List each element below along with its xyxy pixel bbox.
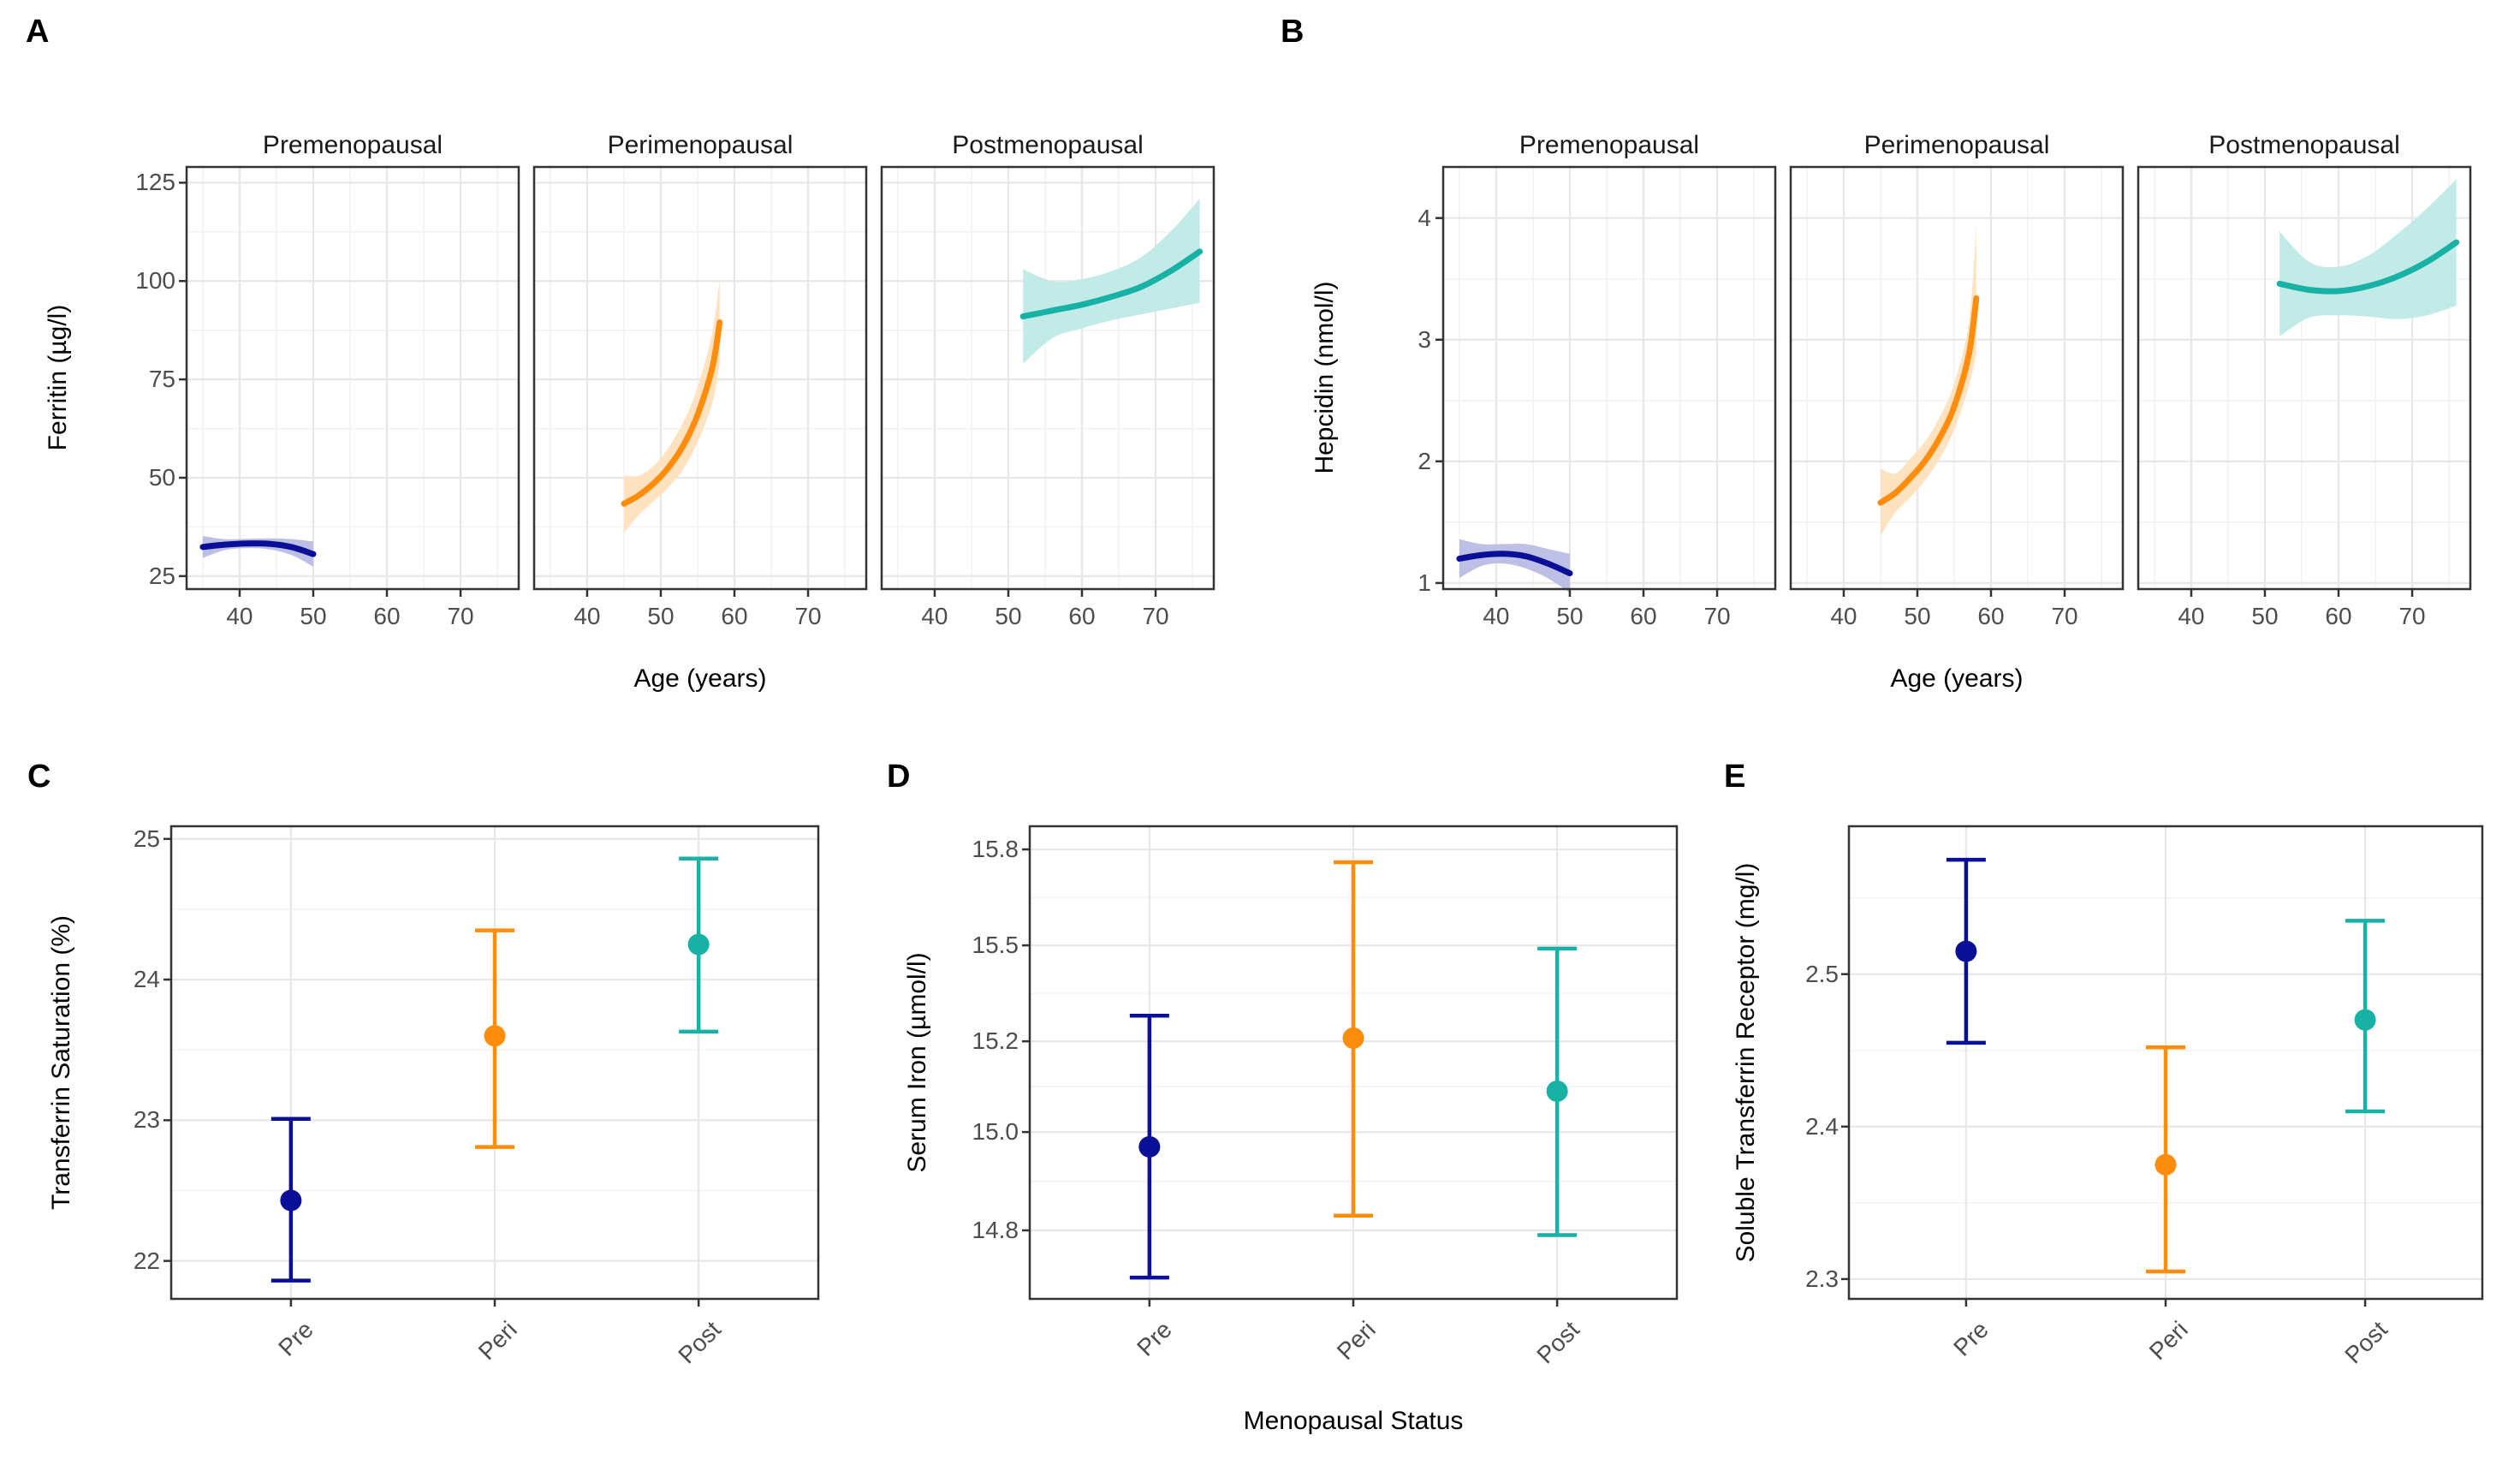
y-axis-title-soluble-transferrin: Soluble Transferrin Receptor (mg/l) xyxy=(1732,862,1760,1263)
x-tick-label-A: 50 xyxy=(647,603,675,629)
y-tick-label-A: 125 xyxy=(135,169,175,196)
smooth-line-pre-B xyxy=(1456,551,1573,577)
x-tick-label-A: 60 xyxy=(1068,603,1096,629)
y-tick-label-A: 25 xyxy=(148,562,175,589)
y-axis-title-serum-iron: Serum Iron (µmol/l) xyxy=(903,952,931,1173)
y-tick-label-D: 15.8 xyxy=(972,836,1019,863)
x-tick-label-B: 50 xyxy=(2251,603,2279,629)
x-tick-label-B: 40 xyxy=(2178,603,2205,629)
panel-label-b: B xyxy=(1281,14,1305,50)
smooth-line-pre-A xyxy=(199,540,317,557)
x-axis-title-age-a: Age (years) xyxy=(633,664,767,693)
y-tick-label-A: 50 xyxy=(148,463,175,491)
y-tick-label-B: 3 xyxy=(1418,325,1431,353)
x-tick-label-B: 40 xyxy=(1483,603,1510,629)
pointrange-E-peri xyxy=(2146,1045,2185,1274)
x-tick-label-A: 40 xyxy=(574,603,601,629)
x-axis-title-age-b: Age (years) xyxy=(1890,664,2024,693)
y-axis-title-hepcidin: Hepcidin (nmol/l) xyxy=(1311,281,1339,474)
smooth-line-peri-A xyxy=(621,319,723,507)
y-tick-label-B: 2 xyxy=(1418,447,1431,474)
pointrange-D-peri xyxy=(1334,860,1373,1218)
pointrange-C-pre xyxy=(270,1117,311,1283)
x-tick-label-A: 40 xyxy=(226,603,253,629)
smooth-line-post-A xyxy=(1019,248,1204,320)
x-tick-label-A: 60 xyxy=(721,603,748,629)
facet-title-a-perimenopausal: Perimenopausal xyxy=(607,131,793,159)
x-tick-label-B: 60 xyxy=(1977,603,2005,629)
x-tick-label-B: 70 xyxy=(2398,603,2426,629)
y-tick-label-D: 15.2 xyxy=(972,1027,1019,1055)
smooth-line-post-B xyxy=(2276,239,2460,295)
panel-E xyxy=(1841,825,2484,1307)
panel-label-a: A xyxy=(26,14,50,50)
x-tick-label-B: 60 xyxy=(1630,603,1657,629)
y-tick-label-B: 4 xyxy=(1418,204,1431,231)
y-tick-label-E: 2.4 xyxy=(1805,1112,1839,1140)
x-axis-title-menopausal-status: Menopausal Status xyxy=(1243,1407,1464,1435)
panel-A xyxy=(179,165,1215,597)
ci-ribbon-peri-B xyxy=(1880,228,1976,536)
y-tick-label-E: 2.5 xyxy=(1805,960,1839,987)
pointrange-C-post xyxy=(679,856,719,1034)
y-tick-label-C: 25 xyxy=(133,825,160,852)
y-tick-label-A: 75 xyxy=(148,366,175,393)
panel-label-d: D xyxy=(887,759,911,795)
y-tick-label-C: 23 xyxy=(133,1106,160,1134)
y-tick-label-D: 15.5 xyxy=(972,932,1019,959)
x-tick-label-A: 70 xyxy=(447,603,474,629)
pointrange-C-peri xyxy=(475,928,514,1149)
y-tick-label-E: 2.3 xyxy=(1805,1265,1839,1292)
x-tick-label-B: 50 xyxy=(1556,603,1584,629)
panel-D xyxy=(1022,825,1679,1307)
smooth-line-peri-B xyxy=(1877,295,1980,506)
x-tick-label-B: 60 xyxy=(2325,603,2352,629)
panel-B xyxy=(1435,165,2472,597)
y-tick-label-D: 14.8 xyxy=(972,1216,1019,1243)
x-tick-label-A: 70 xyxy=(1142,603,1169,629)
x-tick-label-A: 40 xyxy=(921,603,948,629)
ci-ribbon-post-B xyxy=(2279,179,2457,336)
y-tick-label-A: 100 xyxy=(135,267,175,295)
y-tick-label-C: 22 xyxy=(133,1247,160,1274)
y-tick-label-D: 15.0 xyxy=(972,1118,1019,1146)
y-tick-label-C: 24 xyxy=(133,966,160,993)
facet-title-b-premenopausal: Premenopausal xyxy=(1519,131,1700,159)
panel-label-e: E xyxy=(1724,759,1746,795)
facet-title-b-perimenopausal: Perimenopausal xyxy=(1863,131,2050,159)
x-tick-label-B: 70 xyxy=(1703,603,1731,629)
x-tick-label-B: 50 xyxy=(1904,603,1931,629)
ci-ribbon-post-A xyxy=(1023,198,1200,364)
pointrange-E-post xyxy=(2345,919,2386,1114)
panel-C xyxy=(163,825,820,1307)
x-tick-label-A: 50 xyxy=(995,603,1022,629)
facet-title-a-postmenopausal: Postmenopausal xyxy=(952,131,1144,159)
x-tick-label-A: 70 xyxy=(794,603,822,629)
facet-title-a-premenopausal: Premenopausal xyxy=(262,131,443,159)
y-axis-title-ferritin: Ferritin (µg/l) xyxy=(44,304,72,451)
pointrange-D-pre xyxy=(1129,1014,1169,1280)
y-axis-title-transferrin-saturation: Transferrin Saturation (%) xyxy=(47,914,75,1211)
pointrange-E-pre xyxy=(1946,857,1986,1045)
x-tick-label-A: 50 xyxy=(300,603,327,629)
x-tick-label-A: 60 xyxy=(373,603,401,629)
facet-title-b-postmenopausal: Postmenopausal xyxy=(2208,131,2400,159)
panel-label-c: C xyxy=(27,759,51,795)
pointrange-D-post xyxy=(1537,946,1578,1237)
x-tick-label-B: 70 xyxy=(2051,603,2078,629)
x-tick-label-B: 40 xyxy=(1830,603,1857,629)
y-tick-label-B: 1 xyxy=(1418,569,1431,596)
